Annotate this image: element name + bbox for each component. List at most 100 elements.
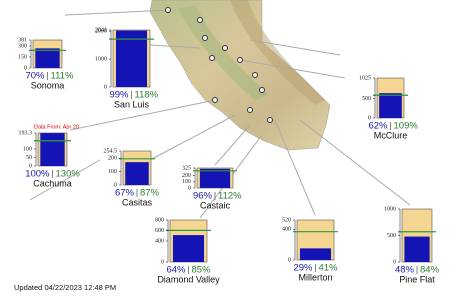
tick-label: 0 (114, 182, 117, 188)
percent-of-average: 111% (51, 71, 74, 82)
storage-bar (35, 48, 60, 68)
reservoir-name: Diamond Valley (157, 274, 220, 284)
tick-label: 325 (182, 165, 191, 171)
reservoir-gauge: 0 400 520 29% 41%Millerton (282, 217, 338, 282)
tick-label: 0 (188, 185, 191, 191)
map-point (267, 117, 273, 123)
reservoir-name: Pine Flat (399, 274, 435, 284)
tick-label: 0 (104, 84, 107, 90)
tick-label: 381 (18, 37, 27, 43)
tick-label: 520 (282, 217, 291, 223)
reservoir-gauge: 0 400 600 800 64% 85%Diamond Valley (155, 217, 220, 284)
tick-label: 100 (23, 146, 32, 152)
storage-bar (379, 93, 402, 118)
percent-of-average: 41% (319, 263, 339, 274)
tick-label: 0 (29, 163, 32, 169)
storage-bar (299, 248, 332, 260)
percent-of-capacity: 29% (293, 263, 313, 274)
percent-of-capacity: 62% (368, 121, 388, 132)
tick-label: 600 (155, 228, 164, 234)
leader-line (239, 59, 346, 79)
storage-bar (199, 168, 231, 188)
percent-of-capacity: 96% (193, 191, 213, 202)
map-point (212, 97, 218, 103)
tick-label: 0 (368, 115, 371, 121)
california-map (149, 0, 331, 151)
updated-timestamp: Updated 04/22/2023 12:48 PM (14, 283, 116, 292)
tick-label: 200 (182, 173, 191, 179)
leader-line (64, 9, 169, 16)
reservoir-name: Cachuma (33, 178, 72, 188)
leader-line (69, 99, 216, 131)
map-point (165, 7, 171, 13)
storage-bar (172, 235, 205, 262)
storage-bar (40, 133, 65, 166)
tick-label: 400 (155, 238, 164, 244)
tick-label: 0 (288, 257, 291, 263)
tick-label: 0 (161, 259, 164, 265)
tick-label: 100 (182, 179, 191, 185)
map-point (237, 57, 243, 63)
leader-lines (29, 9, 411, 219)
storage-bar (404, 236, 430, 262)
tick-label: 100 (108, 169, 117, 175)
map-point (222, 45, 228, 51)
tick-label: 2000 (95, 29, 107, 35)
map-point (252, 72, 258, 78)
leader-line (29, 159, 101, 201)
reservoir-name: Castaic (200, 200, 231, 210)
sierra (230, 0, 325, 105)
storage-bar (115, 30, 148, 88)
percent-of-capacity: 64% (166, 265, 186, 276)
percent-of-capacity: 99% (109, 90, 129, 101)
percent-of-capacity: 67% (115, 188, 135, 199)
percent-of-average: 118% (135, 90, 159, 101)
leader-line (299, 119, 411, 206)
percent-of-average: 130% (56, 169, 81, 180)
percent-of-average: 84% (420, 265, 440, 276)
map-point (209, 55, 215, 61)
leader-line (214, 124, 251, 166)
tick-label: 193.3 (19, 130, 33, 136)
reservoir-gauge: 0 500 1000 48% 84%Pine Flat (384, 206, 440, 284)
reservoir-gauge: 0 100 200 254.5 67% 87%Casitas (104, 148, 160, 207)
map-point (197, 17, 203, 23)
tick-label: 0 (24, 65, 27, 71)
leader-line (274, 119, 316, 216)
tick-label: 500 (387, 233, 396, 239)
percent-of-capacity: 100% (25, 169, 50, 180)
reservoir-name: Casitas (122, 197, 153, 207)
tick-label: 1000 (95, 56, 107, 62)
tick-label: 400 (282, 227, 291, 233)
percent-of-average: 87% (140, 188, 160, 199)
map-point (259, 87, 265, 93)
reservoir-gauge: 0 50 100 193.3 100% 130%Cachuma Data From: Apr… (19, 124, 81, 188)
leader-line (149, 114, 236, 161)
reservoir-gauge: 0 500 1025 62% 109%McClure (359, 75, 418, 140)
tick-label: 500 (362, 96, 371, 102)
tick-label: 800 (155, 217, 164, 223)
tick-label: 1000 (384, 206, 396, 212)
map-point (202, 35, 208, 41)
tick-label: 1025 (359, 75, 371, 81)
reservoir-name: San Luis (114, 99, 150, 109)
reservoir-name: McClure (374, 130, 408, 140)
reservoir-name: Millerton (298, 272, 332, 282)
tick-label: 254.5 (104, 148, 118, 154)
percent-of-average: 85% (192, 265, 212, 276)
storage-bar (125, 162, 149, 185)
tick-label: 300 (18, 43, 27, 49)
percent-of-capacity: 48% (395, 265, 415, 276)
tick-label: 2041 (95, 27, 107, 33)
reservoir-name: Sonoma (31, 80, 65, 90)
tick-label: 150 (18, 54, 27, 60)
central-valley (178, 6, 270, 100)
map-points (165, 7, 273, 123)
percent-of-average: 109% (394, 121, 419, 132)
leader-line (149, 44, 201, 49)
leader-line (249, 39, 341, 56)
